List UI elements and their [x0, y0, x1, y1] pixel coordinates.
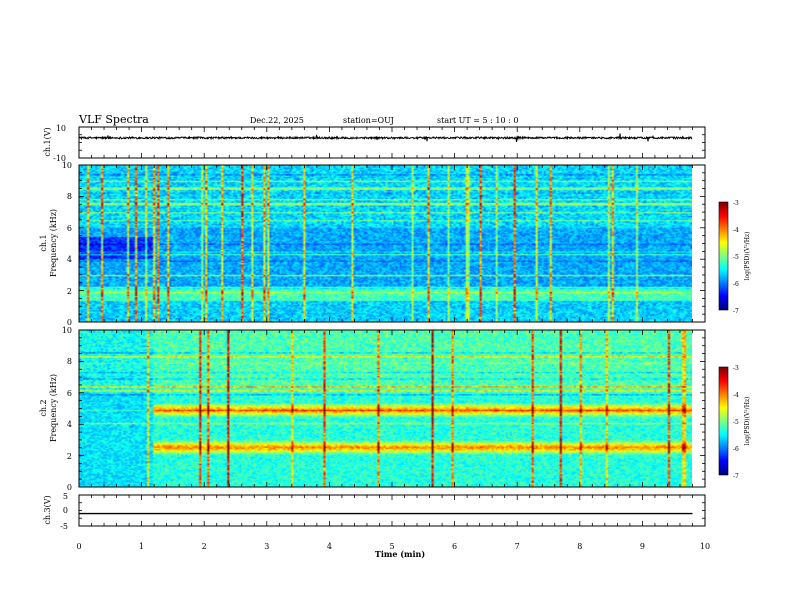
- start-time-label: start UT = 5 : 10 : 0: [437, 116, 518, 125]
- ch1-freq-tick-0: 0: [67, 318, 72, 327]
- x-tick-label-0: 0: [76, 542, 81, 551]
- ch1-freq-tick-2: 2: [67, 287, 72, 296]
- ch1-cbar-tick-m7: -7: [733, 308, 739, 315]
- ch1-freq-tick-4: 4: [67, 255, 72, 264]
- ch1-cbar-tick-m5: -5: [733, 254, 739, 261]
- ch1-freq-tick-10: 10: [62, 161, 72, 170]
- x-tick-label-3: 3: [264, 542, 269, 551]
- ch1-channel-label: ch.1: [39, 234, 48, 251]
- x-tick-label-2: 2: [202, 542, 207, 551]
- ch1-spectrogram-yticks: [79, 164, 705, 323]
- x-tick-label-5: 5: [389, 542, 394, 551]
- ch2-frequency-ylabel: Frequency (kHz): [49, 374, 58, 442]
- ch2-freq-tick-6: 6: [67, 389, 72, 398]
- ch2-freq-tick-10: 10: [62, 326, 72, 335]
- figure-title: VLF Spectra: [78, 113, 149, 126]
- x-tick-label-7: 7: [515, 542, 520, 551]
- ch2-spectrogram-yticks: [79, 329, 705, 488]
- ch2-cbar-tick-m3: -3: [733, 365, 739, 372]
- ch1-ytick-top: 10: [56, 124, 66, 133]
- ch1-colorbar: [719, 202, 728, 310]
- ch2-cbar-tick-m6: -6: [733, 446, 739, 453]
- ch1-colorbar-label: log(PSD)(V²/Hz): [744, 232, 751, 281]
- time-axis-label: Time (min): [375, 549, 425, 559]
- ch1-spectrogram-panel: 0 2 4 6 8 10 ch.1 Frequency (kHz) -3 -4 …: [39, 161, 751, 327]
- ch2-freq-tick-2: 2: [67, 452, 72, 461]
- ch1-waveform-trace: [78, 133, 693, 143]
- ch3-waveform-ylabel: ch.3(V): [43, 495, 52, 524]
- ch2-freq-tick-8: 8: [67, 357, 72, 366]
- ch1-cbar-tick-m4: -4: [733, 227, 739, 234]
- ch3-ytick-mid: 0: [63, 506, 68, 515]
- ch2-freq-tick-4: 4: [67, 420, 72, 429]
- x-tick-label-8: 8: [577, 542, 582, 551]
- ch2-spectrogram-panel: 0 2 4 6 8 10 ch.2 Frequency (kHz) -3 -4 …: [39, 326, 751, 492]
- ch1-ytick-bottom: -10: [53, 154, 66, 163]
- ch2-cbar-tick-m4: -4: [733, 392, 739, 399]
- station-label: station=OUJ: [343, 116, 394, 125]
- ch1-cbar-tick-m3: -3: [733, 200, 739, 207]
- ch2-channel-label: ch.2: [39, 399, 48, 416]
- ch1-colorbar-frame: [718, 201, 729, 311]
- ch2-colorbar: [719, 367, 728, 475]
- ch2-cbar-tick-m5: -5: [733, 419, 739, 426]
- time-axis-tick-labels: 0 1 2 3 4 5 6 7 8 9 10: [76, 542, 710, 551]
- x-tick-label-10: 10: [700, 542, 710, 551]
- ch1-freq-tick-8: 8: [67, 192, 72, 201]
- ch2-freq-tick-0: 0: [67, 483, 72, 492]
- ch3-ytick-bottom: -5: [60, 522, 68, 531]
- ch2-spectrogram-image: [79, 330, 692, 487]
- time-axis-ticks: [78, 127, 706, 526]
- ch2-colorbar-frame: [718, 366, 729, 476]
- ch1-waveform-ylabel: ch.1(V): [43, 127, 52, 156]
- ch1-waveform-panel: 10 -10 ch.1(V): [43, 124, 706, 163]
- x-tick-label-6: 6: [452, 542, 457, 551]
- ch3-waveform-panel: 5 0 -5 ch.3(V): [43, 492, 706, 531]
- ch2-cbar-tick-m7: -7: [733, 473, 739, 480]
- ch1-waveform-yticks: [79, 126, 705, 159]
- date-label: Dec.22, 2025: [250, 116, 304, 125]
- ch3-waveform-yticks: [79, 494, 705, 527]
- x-tick-label-9: 9: [640, 542, 645, 551]
- ch1-cbar-tick-m6: -6: [733, 281, 739, 288]
- ch3-waveform-frame: [78, 494, 706, 527]
- ch1-frequency-ylabel: Frequency (kHz): [49, 209, 58, 277]
- ch1-waveform-frame: [78, 126, 706, 159]
- x-tick-label-4: 4: [327, 542, 332, 551]
- ch3-ytick-top: 5: [63, 492, 68, 501]
- ch1-spectrogram-image: [79, 165, 692, 322]
- x-tick-label-1: 1: [139, 542, 144, 551]
- ch1-freq-tick-6: 6: [67, 224, 72, 233]
- ch2-colorbar-label: log(PSD)(V²/Hz): [744, 397, 751, 446]
